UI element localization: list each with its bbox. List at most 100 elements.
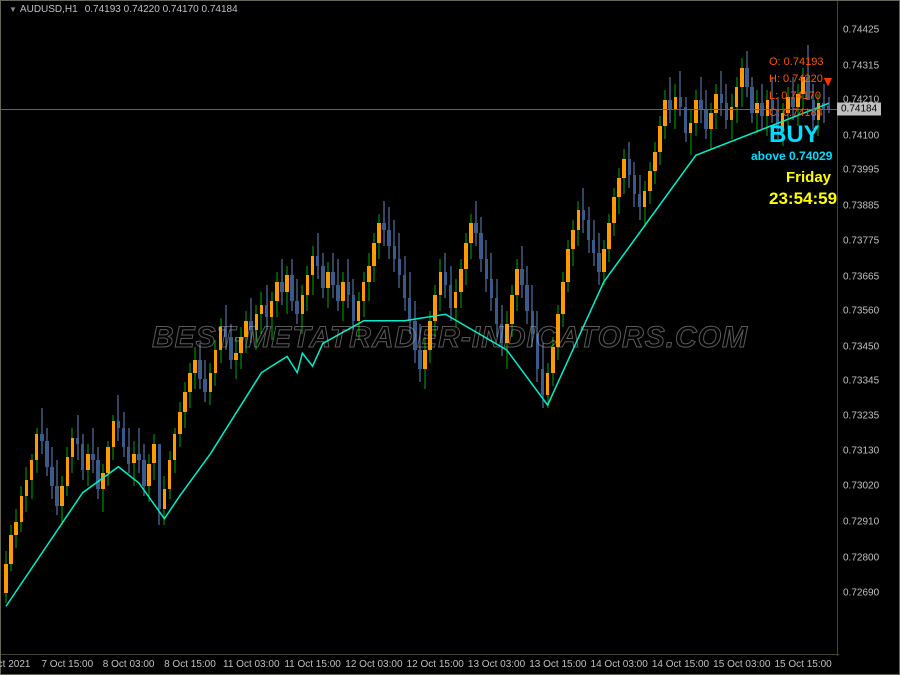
- candle: [163, 1, 167, 656]
- candle: [495, 1, 499, 656]
- candle: [638, 1, 642, 656]
- candle: [730, 1, 734, 656]
- candle: [224, 1, 228, 656]
- candle: [311, 1, 315, 656]
- candle: [117, 1, 121, 656]
- candle: [112, 1, 116, 656]
- candle: [459, 1, 463, 656]
- candle: [658, 1, 662, 656]
- ohlc-value: L: 0.74170: [769, 90, 821, 102]
- candle: [561, 1, 565, 656]
- y-tick: 0.72690: [843, 588, 879, 599]
- candle: [582, 1, 586, 656]
- candle: [101, 1, 105, 656]
- x-tick: 15 Oct 03:00: [713, 659, 770, 670]
- candle: [362, 1, 366, 656]
- candle: [86, 1, 90, 656]
- x-tick: 11 Oct 03:00: [223, 659, 280, 670]
- candle: [684, 1, 688, 656]
- candle: [745, 1, 749, 656]
- candle: [454, 1, 458, 656]
- candle: [168, 1, 172, 656]
- candle: [35, 1, 39, 656]
- candle: [301, 1, 305, 656]
- candle: [316, 1, 320, 656]
- candle: [474, 1, 478, 656]
- candle: [173, 1, 177, 656]
- candle: [30, 1, 34, 656]
- candle: [183, 1, 187, 656]
- candle: [556, 1, 560, 656]
- candle: [612, 1, 616, 656]
- candle: [393, 1, 397, 656]
- candle: [387, 1, 391, 656]
- x-tick: 14 Oct 03:00: [591, 659, 648, 670]
- candle: [668, 1, 672, 656]
- candle: [699, 1, 703, 656]
- y-tick: 0.73450: [843, 341, 879, 352]
- candle: [449, 1, 453, 656]
- candle: [653, 1, 657, 656]
- candle: [408, 1, 412, 656]
- candle: [709, 1, 713, 656]
- candle: [694, 1, 698, 656]
- y-tick: 0.72800: [843, 552, 879, 563]
- candle: [341, 1, 345, 656]
- candle: [198, 1, 202, 656]
- candle: [689, 1, 693, 656]
- candle: [750, 1, 754, 656]
- ohlc-value: H: 0.74220: [769, 73, 823, 85]
- candle: [490, 1, 494, 656]
- candle: [25, 1, 29, 656]
- chart-area[interactable]: O: 0.74193H: 0.74220L: 0.74170C: 0.74184…: [1, 1, 839, 656]
- candle: [679, 1, 683, 656]
- candle: [520, 1, 524, 656]
- candle: [633, 1, 637, 656]
- candle: [295, 1, 299, 656]
- candle: [536, 1, 540, 656]
- x-tick: 12 Oct 03:00: [345, 659, 402, 670]
- candle: [418, 1, 422, 656]
- candle: [321, 1, 325, 656]
- candle: [760, 1, 764, 656]
- candle: [209, 1, 213, 656]
- candle: [275, 1, 279, 656]
- x-tick: 8 Oct 15:00: [164, 659, 216, 670]
- candle: [469, 1, 473, 656]
- candle: [740, 1, 744, 656]
- candle: [347, 1, 351, 656]
- candle: [137, 1, 141, 656]
- candle: [648, 1, 652, 656]
- candle: [178, 1, 182, 656]
- y-tick: 0.73020: [843, 481, 879, 492]
- y-tick: 0.74100: [843, 130, 879, 141]
- x-tick: 7 Oct 2021: [0, 659, 30, 670]
- candle: [479, 1, 483, 656]
- candle: [219, 1, 223, 656]
- candle: [214, 1, 218, 656]
- candle: [622, 1, 626, 656]
- above-level-label: above 0.74029: [751, 149, 832, 163]
- x-axis: 7 Oct 20217 Oct 15:008 Oct 03:008 Oct 15…: [1, 654, 839, 674]
- candle: [714, 1, 718, 656]
- candle: [234, 1, 238, 656]
- candle: [510, 1, 514, 656]
- candle: [306, 1, 310, 656]
- candle: [551, 1, 555, 656]
- candle: [50, 1, 54, 656]
- candle: [725, 1, 729, 656]
- candle: [127, 1, 131, 656]
- candle: [735, 1, 739, 656]
- candle: [515, 1, 519, 656]
- candle: [444, 1, 448, 656]
- x-tick: 7 Oct 15:00: [41, 659, 93, 670]
- candle: [290, 1, 294, 656]
- candle: [331, 1, 335, 656]
- candle: [20, 1, 24, 656]
- ohlc-value: O: 0.74193: [769, 56, 823, 68]
- candle: [597, 1, 601, 656]
- candle: [265, 1, 269, 656]
- candle: [14, 1, 18, 656]
- candle: [546, 1, 550, 656]
- candle: [464, 1, 468, 656]
